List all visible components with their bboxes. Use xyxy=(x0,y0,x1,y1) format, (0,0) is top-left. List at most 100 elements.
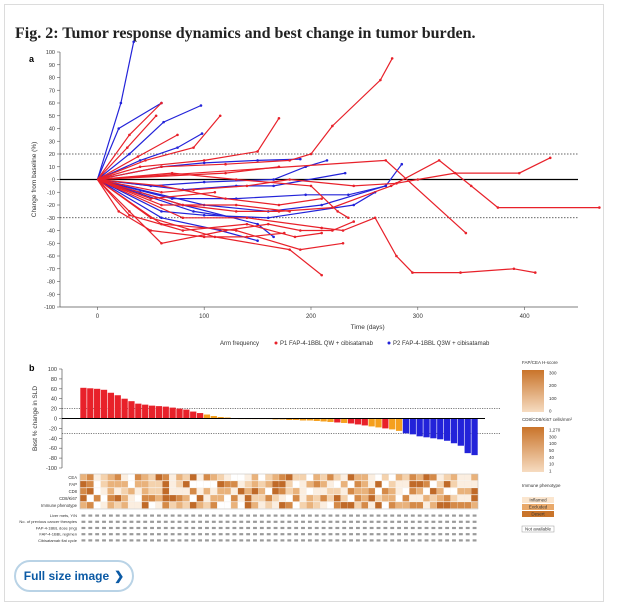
heatmap-cell xyxy=(169,480,177,488)
heatmap-cell xyxy=(450,473,458,481)
heatmap-cell xyxy=(429,494,437,502)
data-point xyxy=(117,210,121,213)
heatmap-cell xyxy=(354,501,362,509)
annotation-value-mark xyxy=(369,533,374,536)
y-tick-label: 50 xyxy=(49,114,55,120)
annotation-value-mark xyxy=(225,520,230,523)
heatmap-cell xyxy=(79,480,87,488)
data-point xyxy=(288,159,291,162)
annotation-value-mark xyxy=(369,526,374,530)
data-point xyxy=(341,241,345,245)
heatmap-cell xyxy=(224,501,232,509)
data-point xyxy=(389,184,393,188)
heatmap-cell xyxy=(423,487,431,495)
heatmap-cell xyxy=(203,494,211,502)
heatmap-cell xyxy=(237,480,245,488)
heatmap-cell xyxy=(251,487,259,495)
annotation-value-mark xyxy=(321,514,326,517)
annotation-value-mark xyxy=(369,520,374,523)
heatmap-cell xyxy=(107,494,115,502)
annotation-value-mark xyxy=(458,533,463,536)
heatmap-cell xyxy=(471,487,479,495)
annotation-value-mark xyxy=(328,539,333,542)
annotation-value-mark xyxy=(417,514,422,517)
heatmap-cell xyxy=(381,501,389,509)
data-point xyxy=(347,193,350,197)
heatmap-cell xyxy=(182,501,190,509)
heatmap-cell xyxy=(224,494,232,502)
annotation-value-mark xyxy=(390,514,395,517)
annotation-value-mark xyxy=(472,539,477,542)
data-point xyxy=(202,180,206,184)
waterfall-bar xyxy=(217,417,224,419)
heatmap-cell xyxy=(121,487,129,495)
heatmap-cell xyxy=(272,473,280,481)
fap-cea-legend-tick: 300 xyxy=(549,371,557,376)
data-point xyxy=(149,197,153,200)
heatmap-cell xyxy=(299,480,307,488)
annotation-value-mark xyxy=(191,539,196,542)
y-tick-label: 80 xyxy=(49,76,55,82)
annotation-value-mark xyxy=(307,520,312,523)
annotation-value-mark xyxy=(452,539,456,542)
annotation-value-mark xyxy=(369,539,374,542)
immune-legend-entry: Desert xyxy=(531,512,545,517)
annotation-value-mark xyxy=(349,514,353,517)
y-tick-label: 100 xyxy=(46,50,55,56)
data-point xyxy=(496,206,500,209)
waterfall-bar xyxy=(169,407,176,419)
annotation-value-mark xyxy=(122,514,127,517)
annotation-value-mark xyxy=(445,520,450,523)
waterfall-bar xyxy=(389,418,396,430)
annotation-value-mark xyxy=(383,539,388,542)
annotation-value-mark xyxy=(253,533,257,536)
annotation-value-mark xyxy=(253,539,257,542)
heatmap-cell xyxy=(471,494,479,502)
full-size-image-button[interactable]: Full size image ❯ xyxy=(14,560,134,592)
heatmap-cell xyxy=(416,501,424,509)
waterfall-bar xyxy=(142,404,149,419)
heatmap-row-label: FAP xyxy=(69,482,77,487)
heatmap-cell xyxy=(230,487,238,495)
data-point xyxy=(149,229,153,232)
annotation-value-mark xyxy=(431,539,436,542)
series-line-p2 xyxy=(96,41,135,180)
annotation-value-mark xyxy=(102,526,106,530)
panel-b-label: b xyxy=(29,363,35,373)
heatmap-cell xyxy=(471,473,479,481)
annotation-value-mark xyxy=(259,514,264,517)
annotation-value-mark xyxy=(301,526,305,530)
heatmap-cell xyxy=(299,473,307,481)
data-point xyxy=(256,239,259,242)
annotation-value-mark xyxy=(301,539,305,542)
annotation-value-mark xyxy=(438,514,443,517)
data-point xyxy=(390,57,394,60)
annotation-value-mark xyxy=(163,539,168,542)
annotation-value-mark xyxy=(198,533,203,536)
series-line-p1 xyxy=(97,178,290,212)
heatmap-cell xyxy=(162,473,170,481)
annotation-value-mark xyxy=(136,514,141,517)
waterfall-bar xyxy=(114,395,121,419)
heatmap-cell xyxy=(175,501,184,509)
fap-cea-legend-colorbar xyxy=(522,370,544,412)
annotation-value-mark xyxy=(170,526,175,530)
heatmap-cell xyxy=(464,501,472,509)
heatmap-cell xyxy=(347,501,355,509)
data-point xyxy=(598,206,601,209)
heatmap-cell xyxy=(169,473,177,481)
annotation-value-mark xyxy=(465,533,470,536)
annotation-value-mark xyxy=(349,520,353,523)
heatmap-cell xyxy=(251,501,259,509)
heatmap-cell xyxy=(196,473,204,481)
heatmap-cell xyxy=(210,494,218,502)
immune-legend-entry: Excluded xyxy=(529,505,548,510)
heatmap-cell xyxy=(86,494,94,502)
data-point xyxy=(320,231,323,235)
heatmap-cell xyxy=(141,473,149,481)
annotation-value-mark xyxy=(122,539,127,542)
annotation-value-mark xyxy=(156,533,161,536)
heatmap-cell xyxy=(313,487,321,495)
annotation-value-mark xyxy=(177,539,182,542)
annotation-value-mark xyxy=(397,539,402,542)
